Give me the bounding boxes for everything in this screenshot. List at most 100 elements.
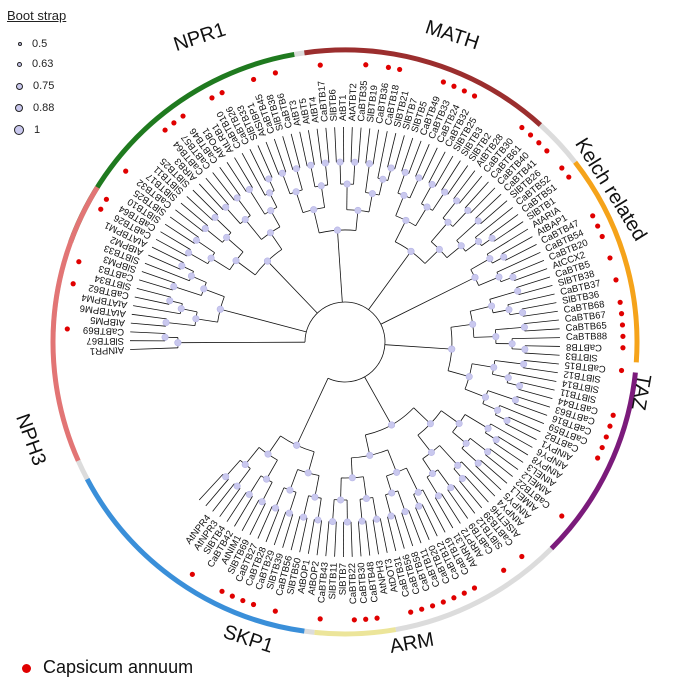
branch [166,322,196,327]
bootstrap-node [490,363,498,371]
bootstrap-node [293,441,301,449]
branch [148,254,181,270]
branch [337,230,343,303]
leaf-label: CaBTB67 [564,310,606,325]
branch [130,331,166,334]
pepper-mark [610,412,616,418]
clade-arc [573,160,640,363]
bootstrap-node [474,217,482,225]
branch [490,423,533,448]
pepper-mark [451,83,457,89]
branch [452,210,469,227]
bootstrap-node [462,439,470,447]
bootstrap-node [465,373,473,381]
bootstrap-node [161,333,169,341]
legend-dot-icon [14,125,24,136]
bootstrap-node [192,236,200,244]
branch [470,258,491,270]
branch [299,131,308,167]
bootstrap-node [216,305,224,313]
pepper-mark [544,148,550,154]
bootstrap-node [492,436,500,444]
branch [290,133,301,168]
bootstrap-node [508,340,516,348]
bootstrap-node [484,424,492,432]
unassigned-arc [538,123,578,164]
bootstrap-node [402,216,410,224]
branch [139,279,173,291]
bootstrap-node [434,492,442,500]
branch [441,160,461,191]
branch [461,447,479,464]
branch [470,187,496,214]
branch [212,172,235,201]
branch [244,447,260,465]
bootstrap-node [509,273,517,281]
leaf-labels: AtNPR1SlBTB67CaBTB69AtBPM5AtATBPM6AtATBP… [79,80,607,604]
bootstrap-node [162,318,170,326]
branch [203,288,225,298]
branch [364,376,392,426]
leaf-label: SlBTB3 [565,350,598,363]
branch [516,276,551,288]
branch [164,223,195,244]
branch [518,389,553,400]
branch [432,191,446,211]
branch [472,363,494,368]
branch [417,434,432,453]
branch [350,127,353,163]
branch [282,514,294,548]
bootstrap-node [503,416,511,424]
bootstrap-node [388,421,396,429]
pepper-mark [408,609,414,615]
branch [249,503,266,535]
bootstrap-node [415,502,423,510]
pepper-mark [171,120,177,126]
pepper-mark [363,616,369,622]
branch [317,498,322,521]
bootstrap-node [379,175,387,183]
branch [401,512,414,547]
branch [518,285,553,296]
pepper-mark [209,95,215,101]
branch [394,514,405,549]
bootstrap-node [265,175,273,183]
pepper-mark [317,62,323,68]
branch [523,310,558,317]
branch [437,469,452,488]
branch [489,214,519,236]
unassigned-arc [304,628,315,635]
bootstrap-node [457,242,465,250]
bootstrap-node [488,302,496,310]
species-label: Capsicum annuum [43,657,194,677]
branch [188,252,208,265]
branch [439,445,459,466]
branch [508,416,541,433]
branch [489,448,519,470]
legend-label: 0.88 [33,102,55,114]
bootstrap-node [337,496,345,504]
bootstrap-node [426,420,434,428]
branch [241,499,260,531]
leaf-label: CaBTB15 [564,359,606,374]
bootstrap-node [285,509,293,517]
pepper-mark [595,223,601,229]
branch [469,438,488,453]
branch [295,191,304,213]
branch [464,475,489,503]
pepper-mark [595,455,601,461]
branch [265,509,280,543]
bootstrap-node [267,207,275,215]
bootstrap-node [464,206,472,214]
unassigned-arc [75,459,90,481]
branch [523,367,558,374]
branch [358,521,362,557]
branch [475,465,502,491]
bootstrap-node [314,516,322,524]
bootstrap-node [414,488,422,496]
bootstrap-node [187,272,195,280]
pepper-mark [123,168,129,174]
bootstrap-node [447,484,455,492]
branch [489,290,518,300]
branch [464,181,489,209]
